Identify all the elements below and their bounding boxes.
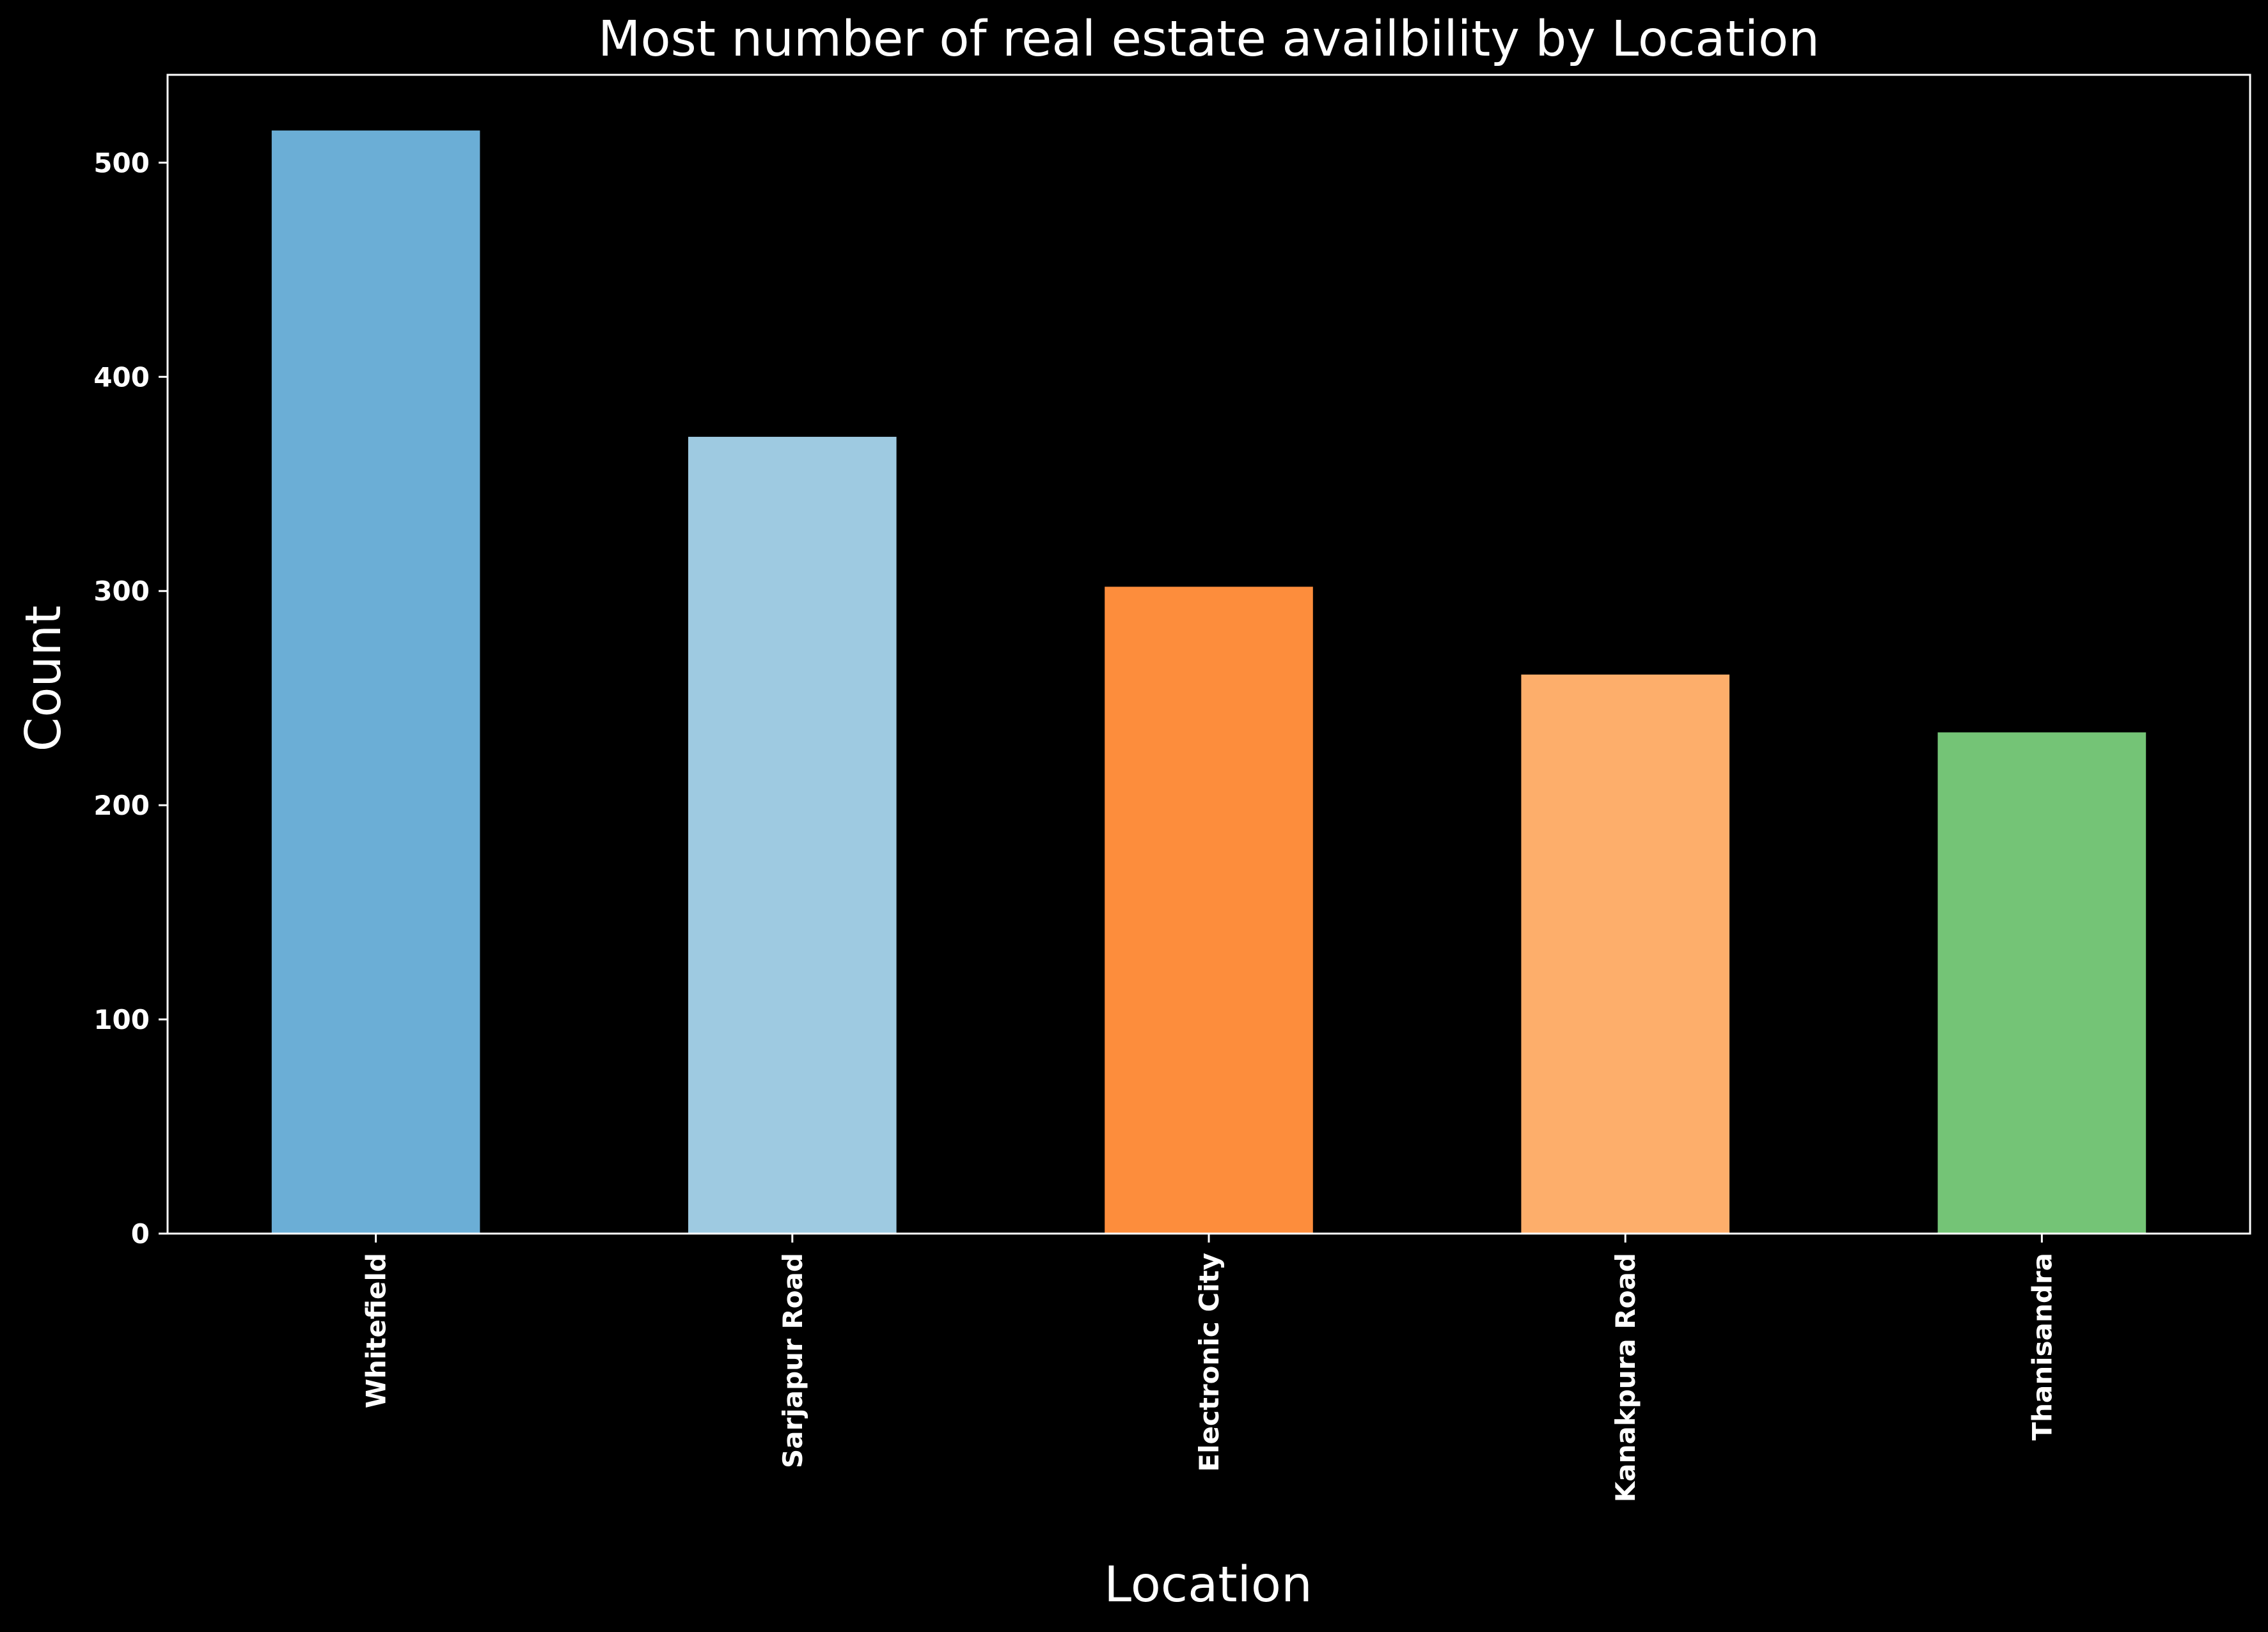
x-tick-label: Kanakpura Road [1610, 1253, 1641, 1502]
bar-electronic-city [1105, 586, 1313, 1234]
y-tick-label: 400 [93, 361, 150, 393]
x-tick-label: Sarjapur Road [777, 1253, 808, 1468]
chart-title: Most number of real estate availbility b… [598, 11, 1820, 68]
bars-group [271, 130, 2146, 1234]
bar-whitefield [271, 130, 480, 1234]
y-axis-label: Count [15, 606, 72, 752]
y-axis: 0 100 200 300 400 500 [93, 147, 168, 1250]
bar-thanisandra [1937, 732, 2146, 1234]
plot-frame [166, 74, 2251, 1235]
y-tick-label: 500 [93, 147, 150, 178]
y-tick-label: 300 [93, 576, 150, 607]
bar-kanakpura-road [1521, 674, 1729, 1234]
x-tick-label: Electronic City [1193, 1253, 1225, 1472]
x-axis: Whitefield Sarjapur Road Electronic City Ka… [361, 1234, 2058, 1502]
bar-sarjapur-road [688, 437, 897, 1234]
y-tick-label: 200 [93, 790, 150, 821]
x-tick-label: Thanisandra [2026, 1253, 2058, 1441]
x-tick-label: Whitefield [361, 1253, 392, 1408]
x-axis-label: Location [1104, 1557, 1312, 1613]
y-tick-label: 0 [131, 1218, 150, 1250]
y-tick-label: 100 [93, 1004, 150, 1035]
